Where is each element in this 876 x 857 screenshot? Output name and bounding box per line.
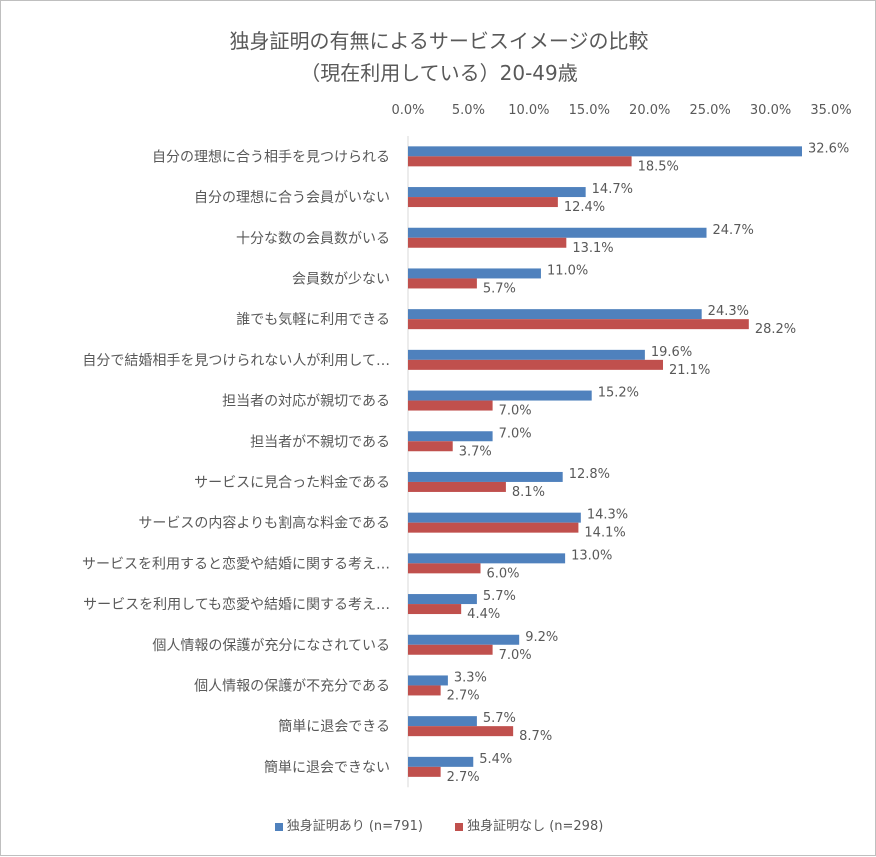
bar-with-cert xyxy=(408,187,586,198)
legend-item-1: 独身証明なし (n=298) xyxy=(455,819,603,834)
data-label: 3.7% xyxy=(459,444,492,459)
bar-with-cert xyxy=(408,634,520,645)
bar-without-cert xyxy=(408,319,749,330)
data-label: 7.0% xyxy=(499,404,532,419)
data-label: 5.7% xyxy=(483,589,516,604)
data-label: 8.1% xyxy=(512,485,545,500)
chart-subtitle: （現在利用している）20-49歳 xyxy=(300,61,578,85)
data-label: 5.7% xyxy=(483,281,516,296)
bar-without-cert xyxy=(408,359,664,370)
data-label: 13.0% xyxy=(571,548,612,563)
category-label: 簡単に退会できない xyxy=(264,760,390,776)
bar-without-cert xyxy=(408,766,441,777)
x-tick-label: 5.0% xyxy=(452,103,485,118)
legend-label: 独身証明なし (n=298) xyxy=(467,819,604,834)
category-label: 自分で結婚相手を見つけられない人が利用して… xyxy=(82,353,390,369)
data-label: 2.7% xyxy=(447,688,480,703)
bar-without-cert xyxy=(408,644,493,655)
data-label: 28.2% xyxy=(755,322,796,337)
data-label: 2.7% xyxy=(447,770,480,785)
category-label: 担当者の対応が親切である xyxy=(222,394,390,410)
category-label: サービスを利用すると恋愛や結婚に関する考え… xyxy=(82,555,390,572)
data-label: 7.0% xyxy=(499,426,532,441)
bar-without-cert xyxy=(408,685,441,696)
data-label: 12.4% xyxy=(564,200,605,215)
bar-without-cert xyxy=(408,522,579,533)
bar-with-cert xyxy=(408,227,707,238)
bar-with-cert xyxy=(408,716,477,727)
x-tick-label: 35.0% xyxy=(810,103,851,118)
data-label: 5.4% xyxy=(479,752,512,767)
data-label: 5.7% xyxy=(483,711,516,726)
bar-without-cert xyxy=(408,156,632,167)
bar-without-cert xyxy=(408,726,514,737)
category-label: 自分の理想に合う相手を見つけられる xyxy=(152,149,390,165)
bar-without-cert xyxy=(408,400,493,411)
bar-without-cert xyxy=(408,278,477,289)
bar-without-cert xyxy=(408,197,558,208)
bar-with-cert xyxy=(408,431,493,442)
data-label: 13.1% xyxy=(572,241,613,256)
category-label: サービスを利用しても恋愛や結婚に関する考え… xyxy=(83,596,390,613)
bar-with-cert xyxy=(408,675,448,686)
category-label: 自分の理想に合う会員がいない xyxy=(194,190,390,206)
bar-with-cert xyxy=(408,349,645,360)
category-label: 個人情報の保護が不充分である xyxy=(194,678,390,694)
bar-with-cert xyxy=(408,756,474,767)
data-label: 8.7% xyxy=(519,729,552,744)
category-label: サービスの内容よりも割高な料金である xyxy=(138,515,390,532)
data-label: 21.1% xyxy=(669,363,710,378)
category-label: 担当者が不親切である xyxy=(250,434,390,450)
data-label: 9.2% xyxy=(525,630,558,645)
data-label: 14.3% xyxy=(587,508,628,523)
x-tick-label: 0.0% xyxy=(391,103,424,118)
legend-swatch xyxy=(455,822,464,831)
data-label: 14.7% xyxy=(592,182,633,197)
category-label: 個人情報の保護が充分になされている xyxy=(152,638,390,654)
category-label: 誰でも気軽に利用できる xyxy=(236,312,390,328)
bar-without-cert xyxy=(408,481,506,492)
data-label: 4.4% xyxy=(467,607,500,622)
x-tick-label: 15.0% xyxy=(569,103,610,118)
data-label: 24.3% xyxy=(708,304,749,319)
legend-label: 独身証明あり (n=791) xyxy=(286,819,423,834)
legend: 独身証明あり (n=791) 独身証明なし (n=298) xyxy=(1,815,876,834)
category-label: 十分な数の会員数がいる xyxy=(236,231,390,247)
data-label: 19.6% xyxy=(651,345,692,360)
data-label: 12.8% xyxy=(569,467,610,482)
data-label: 15.2% xyxy=(598,386,639,401)
bar-without-cert xyxy=(408,237,567,248)
data-label: 32.6% xyxy=(808,141,849,156)
data-label: 14.1% xyxy=(584,526,625,541)
legend-swatch xyxy=(274,822,283,831)
bar-with-cert xyxy=(408,309,702,320)
legend-item-0: 独身証明あり (n=791) xyxy=(274,819,423,834)
bar-with-cert xyxy=(408,553,566,564)
x-tick-label: 20.0% xyxy=(629,103,670,118)
data-label: 18.5% xyxy=(638,159,679,174)
x-tick-label: 10.0% xyxy=(508,103,549,118)
bar-without-cert xyxy=(408,604,462,615)
bar-without-cert xyxy=(408,441,453,452)
bar-with-cert xyxy=(408,268,541,279)
x-tick-label: 25.0% xyxy=(689,103,730,118)
chart-title: 独身証明の有無によるサービスイメージの比較 xyxy=(229,29,649,53)
x-tick-label: 30.0% xyxy=(750,103,791,118)
bar-with-cert xyxy=(408,471,563,482)
category-label: サービスに見合った料金である xyxy=(194,475,390,491)
data-label: 11.0% xyxy=(547,263,588,278)
bar-with-cert xyxy=(408,594,477,605)
bar-with-cert xyxy=(408,146,802,157)
data-label: 7.0% xyxy=(499,648,532,663)
data-label: 24.7% xyxy=(713,223,754,238)
category-label: 簡単に退会できる xyxy=(278,719,390,735)
bar-with-cert xyxy=(408,512,581,523)
bar-without-cert xyxy=(408,563,481,574)
bar-with-cert xyxy=(408,390,592,401)
data-label: 6.0% xyxy=(487,566,520,581)
data-label: 3.3% xyxy=(454,670,487,685)
category-label: 会員数が少ない xyxy=(292,271,390,287)
